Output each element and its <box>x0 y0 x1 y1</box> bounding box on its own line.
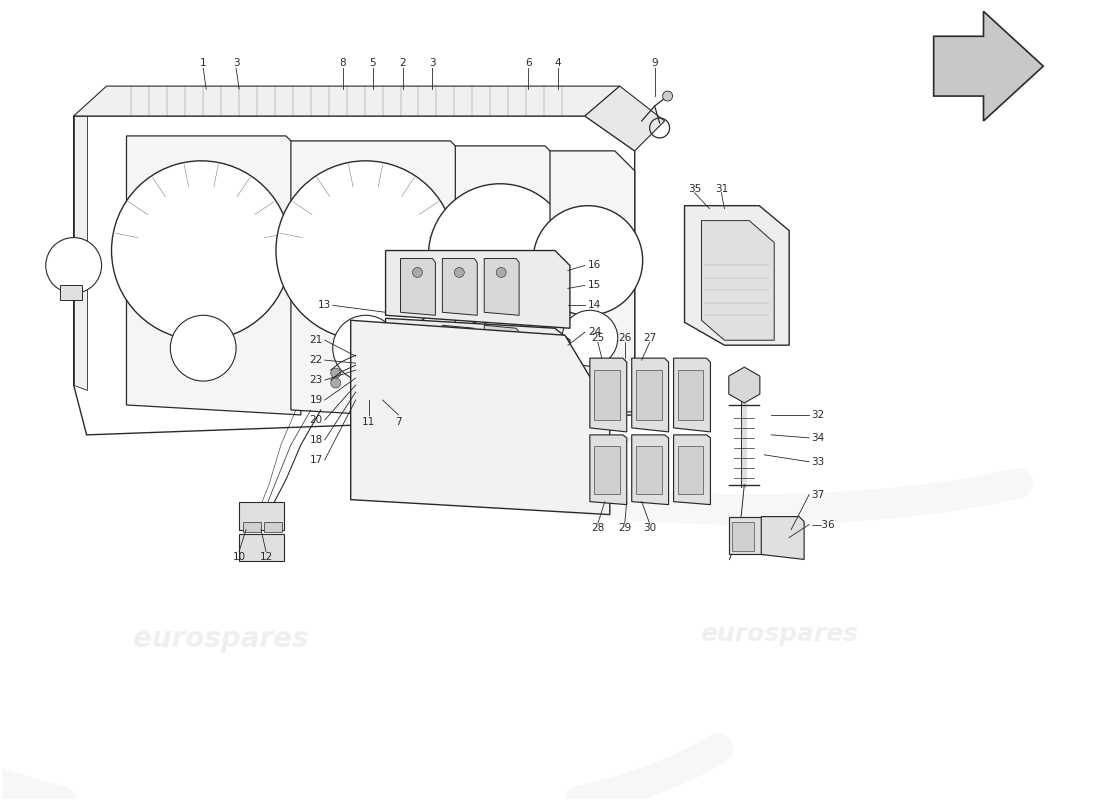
Bar <box>733 522 755 551</box>
Bar <box>243 522 261 531</box>
Text: 6: 6 <box>525 58 531 68</box>
Text: 22: 22 <box>309 355 322 365</box>
Bar <box>239 502 284 530</box>
Text: 28: 28 <box>591 522 605 533</box>
Circle shape <box>454 267 464 278</box>
Text: 3: 3 <box>429 58 436 68</box>
Polygon shape <box>351 320 609 514</box>
Bar <box>636 446 661 494</box>
Text: 13: 13 <box>318 300 331 310</box>
Polygon shape <box>386 318 570 392</box>
Circle shape <box>46 238 101 294</box>
Text: eurospares: eurospares <box>700 622 858 646</box>
Circle shape <box>170 315 236 381</box>
Text: 8: 8 <box>340 58 346 68</box>
Circle shape <box>412 267 422 278</box>
Text: 15: 15 <box>587 280 601 290</box>
Bar <box>264 522 282 531</box>
Polygon shape <box>590 358 627 432</box>
Polygon shape <box>761 517 804 559</box>
Polygon shape <box>631 435 669 505</box>
Text: 3: 3 <box>233 58 240 68</box>
Text: 24: 24 <box>587 327 601 338</box>
Text: 34: 34 <box>811 433 824 443</box>
Circle shape <box>111 161 290 340</box>
Polygon shape <box>126 136 301 415</box>
Text: 21: 21 <box>309 335 322 346</box>
Text: 30: 30 <box>644 522 657 533</box>
Text: 26: 26 <box>618 334 631 343</box>
Text: 33: 33 <box>811 457 824 466</box>
Polygon shape <box>74 86 619 116</box>
Circle shape <box>496 267 506 278</box>
Circle shape <box>534 206 642 315</box>
Text: 17: 17 <box>309 454 322 465</box>
Circle shape <box>276 161 455 340</box>
Text: 5: 5 <box>370 58 376 68</box>
Text: 31: 31 <box>715 184 728 194</box>
Polygon shape <box>74 116 87 390</box>
Polygon shape <box>484 326 519 382</box>
Bar <box>678 446 704 494</box>
Bar <box>594 370 619 420</box>
Text: 4: 4 <box>554 58 561 68</box>
Text: 29: 29 <box>618 522 631 533</box>
Polygon shape <box>673 435 711 505</box>
Text: 20: 20 <box>310 415 322 425</box>
Circle shape <box>331 368 341 378</box>
Text: 32: 32 <box>811 410 824 420</box>
Bar <box>636 370 661 420</box>
Circle shape <box>331 378 341 388</box>
Polygon shape <box>934 11 1043 121</box>
Bar <box>729 517 784 554</box>
Polygon shape <box>631 358 669 432</box>
Polygon shape <box>585 86 664 151</box>
Polygon shape <box>455 146 560 418</box>
Text: 1: 1 <box>200 58 207 68</box>
Polygon shape <box>442 326 477 382</box>
Circle shape <box>562 310 618 366</box>
Bar <box>239 534 284 562</box>
Text: 37: 37 <box>811 490 824 500</box>
Polygon shape <box>702 221 774 340</box>
Circle shape <box>333 315 398 381</box>
Bar <box>678 370 704 420</box>
Polygon shape <box>386 250 570 328</box>
Circle shape <box>428 184 572 327</box>
Text: 18: 18 <box>309 435 322 445</box>
Text: 25: 25 <box>591 334 605 343</box>
Text: eurospares: eurospares <box>492 431 668 459</box>
Text: 35: 35 <box>688 184 701 194</box>
Text: 14: 14 <box>587 300 601 310</box>
Text: eurospares: eurospares <box>133 625 309 653</box>
Polygon shape <box>590 435 627 505</box>
Text: 2: 2 <box>399 58 406 68</box>
Polygon shape <box>550 151 635 412</box>
Polygon shape <box>400 258 436 315</box>
Polygon shape <box>484 258 519 315</box>
Polygon shape <box>729 367 760 403</box>
Text: 12: 12 <box>260 553 273 562</box>
Text: 11: 11 <box>362 417 375 427</box>
Circle shape <box>662 91 672 101</box>
Circle shape <box>360 394 371 406</box>
Text: 19: 19 <box>309 395 322 405</box>
Polygon shape <box>684 206 789 345</box>
Text: 7: 7 <box>395 417 402 427</box>
Polygon shape <box>400 326 436 382</box>
Text: 9: 9 <box>651 58 658 68</box>
Bar <box>59 286 81 300</box>
Polygon shape <box>673 358 711 432</box>
Text: 23: 23 <box>309 375 322 385</box>
Circle shape <box>472 318 532 378</box>
Text: 10: 10 <box>232 553 245 562</box>
Polygon shape <box>442 258 477 315</box>
Text: 16: 16 <box>587 261 601 270</box>
Text: —36: —36 <box>811 519 835 530</box>
Bar <box>594 446 619 494</box>
Text: 27: 27 <box>644 334 657 343</box>
Polygon shape <box>290 141 465 420</box>
